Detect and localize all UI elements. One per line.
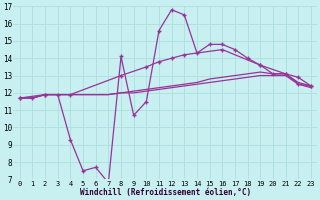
X-axis label: Windchill (Refroidissement éolien,°C): Windchill (Refroidissement éolien,°C) <box>80 188 251 197</box>
